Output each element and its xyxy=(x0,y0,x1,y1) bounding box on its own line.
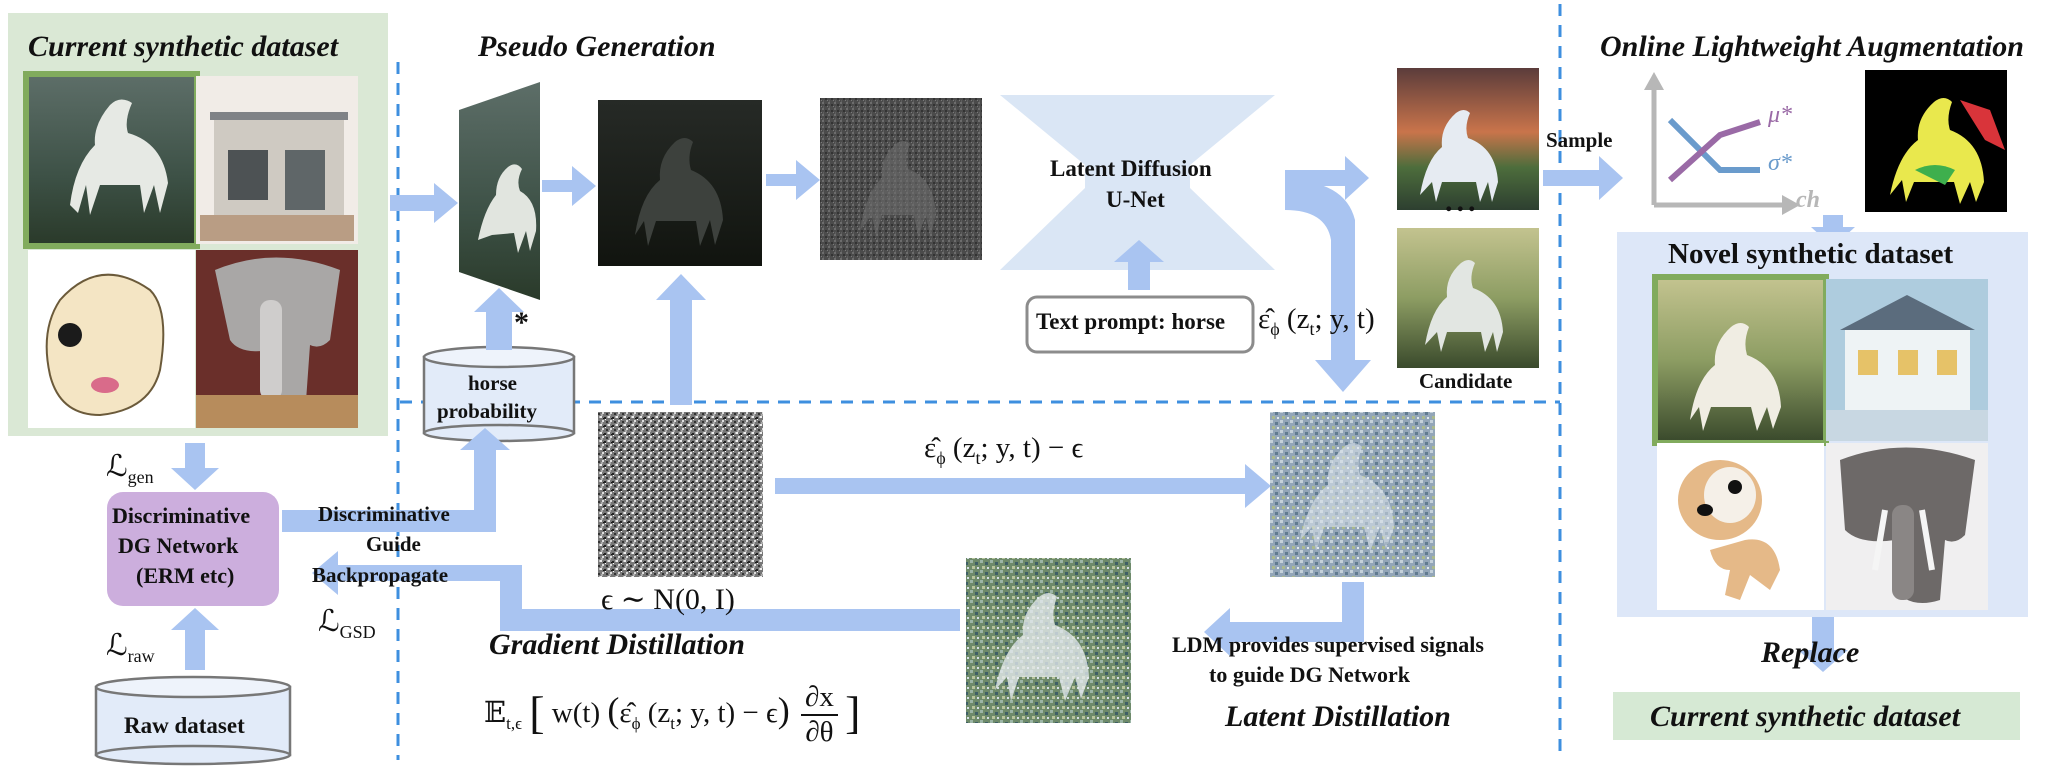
arrow-to-novel xyxy=(1811,215,1855,247)
bottom-current-dataset-title: Current synthetic dataset xyxy=(1650,700,1961,733)
horse-prob-line1: horse xyxy=(468,371,517,395)
discriminative-guide-line1: Discriminative xyxy=(318,502,450,526)
arrow-noise-to-latent xyxy=(775,464,1271,508)
ldm-line2: to guide DG Network xyxy=(1209,662,1411,687)
left-arrows xyxy=(171,183,458,670)
horse-probability-cylinder xyxy=(422,345,576,443)
mu-line xyxy=(1667,119,1761,183)
augmentation-plot xyxy=(1644,72,1800,215)
arrow-latent-to-distilled xyxy=(1204,582,1364,656)
candidate-ellipsis: ... xyxy=(1445,185,1480,218)
arrow-to-dg xyxy=(171,443,219,490)
unet-label-line2: U-Net xyxy=(1106,187,1165,212)
unet-label-line1: Latent Diffusion xyxy=(1050,156,1212,181)
gradient-distillation-title: Gradient Distillation xyxy=(489,628,745,661)
ldm-line1: LDM provides supervised signals xyxy=(1172,632,1484,657)
image-distilled-horse xyxy=(966,558,1131,723)
arrow-prob-to-image xyxy=(474,288,524,350)
discriminative-guide-line2: Guide xyxy=(366,532,421,556)
asterisk-label: * xyxy=(514,306,529,339)
image-horse-dark xyxy=(23,71,200,249)
gradient-formula: 𝔼t,ϵ [ w(t) (ε̂ϕ (zt; y, t) − ϵ) ∂x ∂θ ] xyxy=(484,681,861,749)
image-elephant xyxy=(196,250,358,428)
text-prompt-label: Text prompt: horse xyxy=(1036,309,1226,334)
loss-raw: ℒraw xyxy=(106,629,155,666)
arrow-pseudo-1 xyxy=(542,166,596,206)
sigma-line xyxy=(1667,117,1760,173)
horse-prob-line2: probability xyxy=(437,399,537,423)
arrow-prompt-to-unet xyxy=(1114,240,1164,290)
dashed-dividers xyxy=(396,4,1562,760)
novel-dataset-title: Novel synthetic dataset xyxy=(1668,238,1954,270)
sample-label: Sample xyxy=(1546,128,1613,152)
unet-shape xyxy=(1000,95,1275,270)
image-novel-house xyxy=(1826,279,1988,441)
image-segmentation-horse xyxy=(1865,70,2007,212)
image-horse-faded xyxy=(598,100,762,266)
arrow-unet-down xyxy=(1285,180,1371,392)
arrow-to-pseudo xyxy=(390,183,458,223)
image-latent-horse xyxy=(1270,412,1435,577)
image-novel-dog xyxy=(1657,443,1824,610)
bottom-current-panel xyxy=(1613,692,2020,740)
eps-hat-minus-eps: ε̂ϕ (zt; y, t) − ϵ xyxy=(924,432,1084,468)
mu-label: μ* xyxy=(1768,102,1793,128)
dg-line3: (ERM etc) xyxy=(136,563,235,588)
loss-gen: ℒgen xyxy=(106,450,154,487)
image-novel-elephant xyxy=(1826,443,1988,610)
arrow-pseudo-2 xyxy=(766,160,820,200)
text-prompt-box xyxy=(1025,295,1255,354)
arrow-sample xyxy=(1543,156,1623,200)
arrow-discriminative-guide xyxy=(282,428,510,532)
arrow-unet-to-candidate xyxy=(1285,156,1369,200)
raw-dataset-label: Raw dataset xyxy=(124,713,245,738)
image-novel-horse xyxy=(1652,274,1829,446)
arrow-noise-to-image xyxy=(656,274,706,405)
arrow-raw-to-dg xyxy=(171,608,219,670)
dg-line2: DG Network xyxy=(118,533,239,558)
replace-label: Replace xyxy=(1761,636,1860,669)
raw-dataset-cylinder xyxy=(94,675,292,766)
arrow-backprop xyxy=(312,551,960,631)
latent-distillation-title: Latent Distillation xyxy=(1225,700,1451,733)
image-dog-drawing xyxy=(28,250,195,428)
dg-line1: Discriminative xyxy=(112,503,251,528)
pseudo-generation-title: Pseudo Generation xyxy=(478,30,716,63)
dg-network-box xyxy=(107,492,279,606)
eps-hat-prompt: ε̂ϕ (zt; y, t) xyxy=(1258,303,1375,339)
loss-gsd: ℒGSD xyxy=(318,605,376,642)
image-horse-noisy xyxy=(820,98,982,260)
image-gaussian-noise xyxy=(598,412,763,577)
backpropagate-label: Backpropagate xyxy=(312,563,449,587)
image-candidate-green xyxy=(1397,228,1539,368)
image-candidate-painting xyxy=(1397,68,1539,210)
online-augmentation-title: Online Lightweight Augmentation xyxy=(1600,30,2024,63)
candidate-label: Candidate xyxy=(1419,369,1513,393)
ch-label: ch xyxy=(1796,187,1820,213)
image-house xyxy=(196,76,358,244)
image-horse-perspective xyxy=(459,82,540,300)
arrow-replace xyxy=(1798,617,1848,672)
noise-distribution: ϵ ∼ N(0, I) xyxy=(601,583,735,616)
sigma-label: σ* xyxy=(1768,150,1792,176)
current-dataset-title: Current synthetic dataset xyxy=(28,30,339,63)
